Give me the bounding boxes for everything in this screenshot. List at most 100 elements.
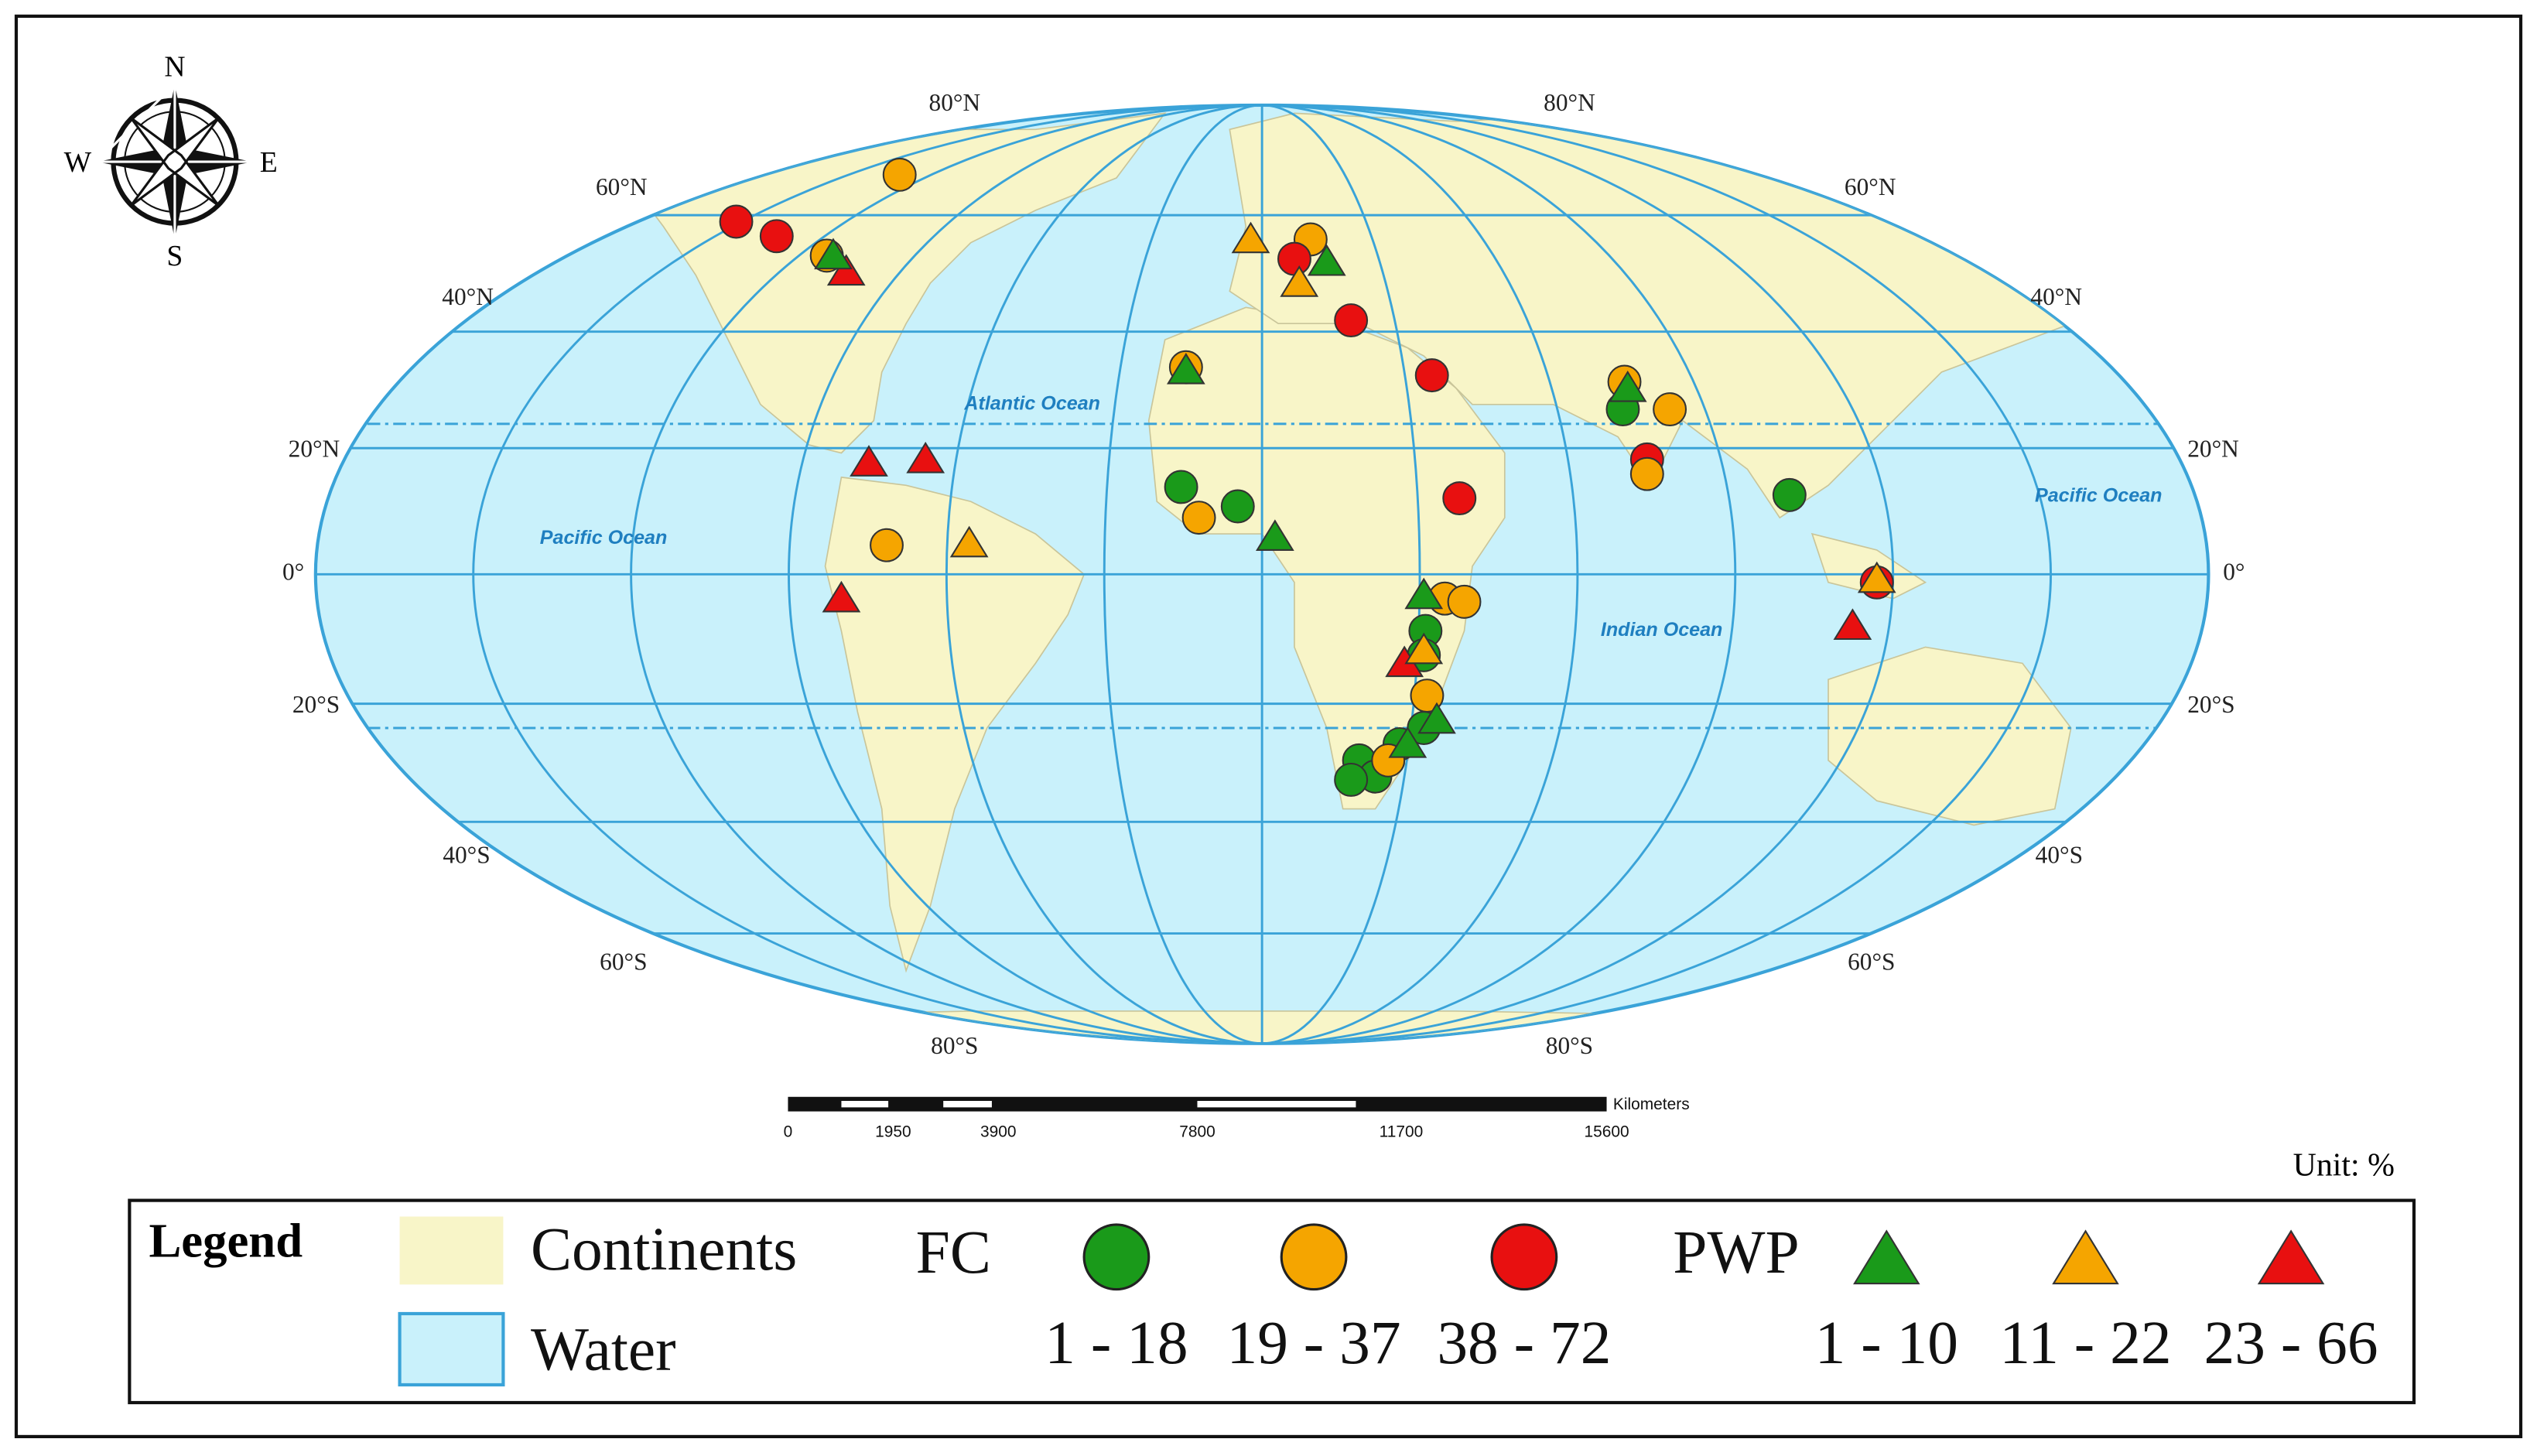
ocean-label: Atlantic Ocean: [963, 392, 1100, 414]
pwp-site: [826, 254, 866, 286]
continent: [638, 112, 1167, 454]
fc-site: [1653, 392, 1687, 427]
scale-bar-segment: [1197, 1101, 1356, 1108]
legend-label: PWP: [1673, 1218, 1799, 1287]
unit-note: Unit: %: [2293, 1147, 2395, 1183]
fc-site: [1442, 481, 1477, 516]
pwp-site: [850, 445, 888, 477]
pwp-site: [1608, 370, 1647, 402]
sites: [719, 157, 1896, 797]
lat-label: 20°N: [2187, 436, 2239, 463]
scale-label: 15600: [1584, 1123, 1629, 1140]
pwp-site: [1255, 519, 1294, 552]
pwp-site: [1417, 702, 1456, 734]
fc-site: [1164, 470, 1198, 504]
lat-label: 60°S: [1848, 948, 1895, 976]
lat-label: 80°N: [1544, 89, 1595, 116]
legend-class: 23 - 66: [2204, 1309, 2378, 1377]
meridian: [945, 104, 1579, 1044]
fc-site: [1629, 456, 1664, 491]
pwp-site: [814, 238, 853, 270]
fc-site: [759, 219, 794, 254]
legend-class: 1 - 10: [1815, 1309, 1958, 1377]
meridian: [1103, 104, 1421, 1044]
legend-pwp-symbol: [2257, 1229, 2325, 1285]
latitude-labels: 80°N 80°N 60°N 60°N 40°N 40°N 20°N 20°N …: [282, 89, 2245, 1059]
compass-south: S: [166, 240, 183, 272]
fc-site: [1772, 477, 1807, 512]
lat-label: 20°N: [289, 436, 340, 463]
compass-star: [130, 117, 220, 207]
legend-class: 19 - 37: [1227, 1309, 1401, 1377]
legend-fc-symbol: [1490, 1223, 1558, 1291]
lat-label: 80°N: [929, 89, 981, 116]
pwp-site: [1280, 265, 1319, 297]
scale-label: 7800: [1179, 1123, 1216, 1140]
pwp-site: [1404, 577, 1444, 610]
fc-site: [870, 528, 904, 562]
fc-site: [882, 157, 917, 192]
lat-label: 60°N: [596, 173, 648, 200]
fc-site: [1447, 584, 1482, 619]
legend-title: Legend: [149, 1214, 303, 1268]
legend-class: 38 - 72: [1437, 1309, 1611, 1377]
pwp-site: [906, 441, 945, 473]
lat-label: 0°: [282, 559, 304, 586]
fc-site: [1334, 303, 1369, 337]
legend-fc-symbol: [1082, 1223, 1151, 1291]
lat-label: 40°S: [443, 841, 490, 868]
compass-north: N: [164, 51, 185, 84]
fc-site: [1414, 358, 1449, 393]
scale-bar: Kilometers 0 1950 3900 7800 11700 15600: [784, 1095, 1690, 1141]
scale-label: 11700: [1380, 1123, 1424, 1140]
lat-label: 0°: [2223, 559, 2245, 586]
continent: [824, 476, 1086, 973]
lat-label: 60°S: [600, 948, 647, 976]
fc-site: [1334, 762, 1369, 797]
lat-label: 40°N: [442, 283, 494, 310]
ocean-labels: Atlantic Ocean Pacific Ocean Pacific Oce…: [540, 392, 2163, 641]
fc-site: [1220, 489, 1255, 524]
pwp-site: [1404, 632, 1444, 665]
legend-class: 1 - 18: [1045, 1309, 1188, 1377]
compass-west: W: [64, 146, 92, 179]
map: [313, 103, 2210, 1045]
legend: Legend Continents Water FC 1 - 18 19 - 3…: [128, 1198, 2416, 1405]
legend-fc-symbol: [1280, 1223, 1348, 1291]
water-swatch: [398, 1311, 505, 1387]
lat-label: 60°N: [1845, 173, 1896, 200]
lat-label: 20°S: [2187, 691, 2234, 718]
fc-site: [1181, 501, 1216, 535]
lat-label: 20°S: [292, 691, 340, 718]
fc-site: [719, 204, 754, 239]
pwp-site: [1388, 726, 1427, 758]
pwp-site: [1857, 561, 1896, 593]
continents-swatch: [399, 1216, 504, 1285]
pwp-site: [1307, 244, 1346, 276]
legend-label: Water: [531, 1316, 676, 1384]
compass-east: E: [260, 146, 278, 179]
pwp-site: [949, 525, 989, 558]
scale-label: 0: [784, 1123, 793, 1140]
scale-bar-segment: [943, 1101, 992, 1108]
ocean-label: Pacific Ocean: [540, 527, 668, 549]
ocean-label: Indian Ocean: [1601, 619, 1722, 641]
scale-bar-segment: [841, 1101, 889, 1108]
meridian: [788, 104, 1737, 1044]
lat-label: 80°S: [1546, 1032, 1593, 1059]
continent: [1828, 646, 2072, 826]
ocean-label: Pacific Ocean: [2035, 485, 2163, 507]
legend-pwp-symbol: [2052, 1229, 2119, 1285]
scale-label: 3900: [980, 1123, 1017, 1140]
scale-label: 1950: [875, 1123, 911, 1140]
lat-label: 40°S: [2036, 841, 2083, 868]
legend-pwp-symbol: [1853, 1229, 1920, 1285]
legend-label: FC: [916, 1218, 991, 1287]
scale-unit: Kilometers: [1613, 1095, 1690, 1113]
meridian: [630, 104, 1895, 1044]
legend-box: [128, 1198, 2416, 1405]
meridian: [472, 104, 2053, 1044]
pwp-site: [1231, 221, 1270, 254]
legend-class: 11 - 22: [1999, 1309, 2171, 1377]
